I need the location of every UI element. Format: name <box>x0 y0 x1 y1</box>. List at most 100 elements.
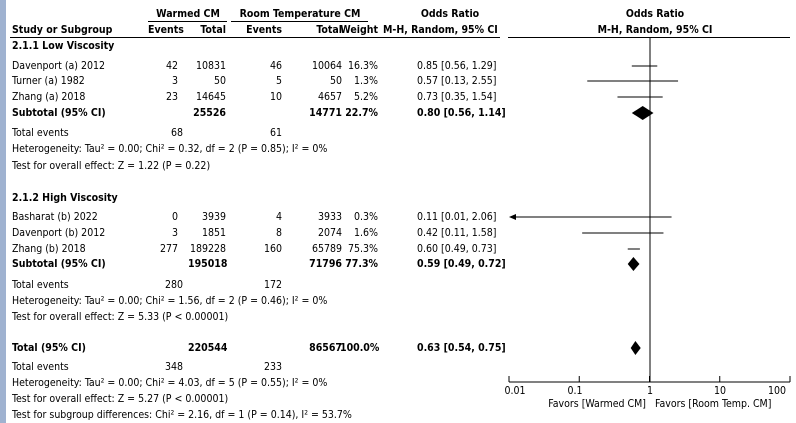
weight-header: Weight <box>340 24 378 36</box>
total2-cell: 2074 <box>317 227 342 239</box>
subtotal-total2: 71796 <box>309 258 342 270</box>
ci-cell: 0.60 [0.49, 0.73] <box>417 243 497 255</box>
total-events2: 61 <box>269 127 282 139</box>
total2-cell: 4657 <box>317 91 342 103</box>
total-events-label: Total events <box>12 127 69 139</box>
study-name: Davenport (a) 2012 <box>12 60 106 72</box>
study-name: Zhang (a) 2018 <box>12 91 86 103</box>
study-name: Basharat (b) 2022 <box>12 211 98 223</box>
plot-marks <box>509 65 679 355</box>
tick-label: 10 <box>713 385 727 397</box>
events2-header: Events <box>246 24 282 36</box>
favors-left-label: Favors [Warmed CM] <box>548 398 646 410</box>
heterogeneity-text: Heterogeneity: Tau² = 0.00; Chi² = 0.32,… <box>12 143 328 155</box>
tick-label: 1 <box>646 385 653 397</box>
subtotal-ci: 0.80 [0.56, 1.14] <box>417 107 506 119</box>
subtotal-ci: 0.59 [0.49, 0.72] <box>417 258 506 270</box>
heterogeneity-text: Heterogeneity: Tau² = 0.00; Chi² = 1.56,… <box>12 295 328 307</box>
total-events1: 68 <box>170 127 183 139</box>
total-weight: 100.0% <box>340 342 380 354</box>
or-header-right: Odds Ratio <box>625 8 685 20</box>
events1-cell: 3 <box>171 227 178 239</box>
events2-cell: 160 <box>263 243 282 255</box>
total-overall-effect-text: Test for overall effect: Z = 5.27 (P < 0… <box>12 393 229 405</box>
events2-cell: 8 <box>275 227 282 239</box>
total1-header: Total <box>200 24 226 36</box>
events1-cell: 23 <box>165 91 178 103</box>
summary-diamond <box>630 341 641 355</box>
events2-cell: 5 <box>275 75 282 87</box>
total-ci: 0.63 [0.54, 0.75] <box>417 342 506 354</box>
events1-cell: 277 <box>159 243 178 255</box>
total2-cell: 65789 <box>311 243 342 255</box>
header-rule-left <box>10 37 500 38</box>
events2-cell: 10 <box>269 91 282 103</box>
total-label: Total (95% CI) <box>12 342 86 354</box>
ci-cell: 0.85 [0.56, 1.29] <box>417 60 497 72</box>
events1-header: Events <box>148 24 184 36</box>
subtotal-weight: 77.3% <box>345 258 378 270</box>
total-events2: 172 <box>263 279 282 291</box>
grand-total-events-label: Total events <box>12 361 69 373</box>
group2-header-rule <box>231 21 368 22</box>
summary-diamond <box>627 257 640 271</box>
total-heterogeneity-text: Heterogeneity: Tau² = 0.00; Chi² = 4.03,… <box>12 377 328 389</box>
study-name: Davenport (b) 2012 <box>12 227 106 239</box>
subgroup-differences-text: Test for subgroup differences: Chi² = 2.… <box>12 409 352 421</box>
total-total1: 220544 <box>188 342 228 354</box>
events1-cell: 42 <box>165 60 178 72</box>
total2-cell: 3933 <box>317 211 342 223</box>
group2-header: Room Temperature CM <box>239 8 361 20</box>
subgroup1-title: 2.1.1 Low Viscosity <box>12 40 115 52</box>
total1-cell: 50 <box>213 75 226 87</box>
header-rule-right <box>508 37 790 38</box>
events2-cell: 4 <box>275 211 282 223</box>
weight-cell: 5.2% <box>354 91 378 103</box>
ci-cell: 0.57 [0.13, 2.55] <box>417 75 497 87</box>
ci-cell: 0.42 [0.11, 1.58] <box>417 227 497 239</box>
group1-header: Warmed CM <box>156 8 220 20</box>
grand-total-events1: 348 <box>164 361 183 373</box>
total2-cell: 50 <box>329 75 342 87</box>
weight-cell: 75.3% <box>347 243 378 255</box>
subtotal-total1: 195018 <box>188 258 228 270</box>
tick-label: 100 <box>767 385 787 397</box>
weight-cell: 0.3% <box>354 211 378 223</box>
subtotal-label: Subtotal (95% CI) <box>12 107 106 119</box>
events2-cell: 46 <box>269 60 282 72</box>
study-name: Turner (a) 1982 <box>12 75 85 87</box>
left-sidebar-strip <box>0 0 6 423</box>
subgroup2-title: 2.1.2 High Viscosity <box>12 192 118 204</box>
total-total2: 86567 <box>309 342 342 354</box>
or-header-left: Odds Ratio <box>420 8 480 20</box>
total1-cell: 10831 <box>195 60 226 72</box>
method-header-left: M-H, Random, 95% CI <box>383 24 498 36</box>
summary-diamond <box>631 106 654 120</box>
tick-label: 0.1 <box>567 385 583 397</box>
study-name: Zhang (b) 2018 <box>12 243 86 255</box>
subtotal-label: Subtotal (95% CI) <box>12 258 106 270</box>
total-events1: 280 <box>164 279 183 291</box>
overall-effect-text: Test for overall effect: Z = 5.33 (P < 0… <box>12 311 229 323</box>
subtotal-weight: 22.7% <box>345 107 378 119</box>
events1-cell: 0 <box>171 211 178 223</box>
total1-cell: 1851 <box>201 227 226 239</box>
weight-cell: 1.3% <box>354 75 378 87</box>
weight-cell: 1.6% <box>354 227 378 239</box>
total2-cell: 10064 <box>311 60 342 72</box>
subtotal-total1: 25526 <box>193 107 226 119</box>
favors-right-label: Favors [Room Temp. CM] <box>655 398 772 410</box>
x-ticks <box>508 376 791 382</box>
total1-cell: 189228 <box>189 243 226 255</box>
total1-cell: 14645 <box>195 91 226 103</box>
ci-cell: 0.73 [0.35, 1.54] <box>417 91 497 103</box>
group1-header-rule <box>148 21 227 22</box>
events1-cell: 3 <box>171 75 178 87</box>
study-header: Study or Subgroup <box>12 24 113 36</box>
ci-arrow <box>509 214 516 220</box>
ci-cell: 0.11 [0.01, 2.06] <box>417 211 497 223</box>
total2-header: Total <box>316 24 342 36</box>
grand-total-events2: 233 <box>263 361 282 373</box>
total1-cell: 3939 <box>201 211 226 223</box>
